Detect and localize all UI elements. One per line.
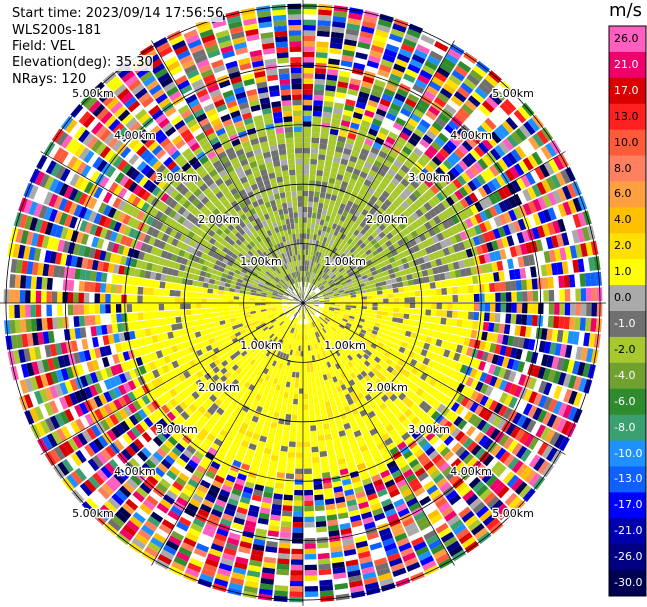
colorbar-tick-label: -10.0: [614, 446, 643, 460]
range-label-3-315: 3.00km: [156, 171, 198, 184]
colorbar-tick-label: -26.0: [614, 550, 643, 564]
colorbar-swatch-12: [609, 336, 646, 364]
colorbar-tick-label: 1.0: [614, 265, 632, 279]
colorbar-tick-label: -1.0: [614, 316, 636, 330]
spoke-120: [302, 302, 566, 455]
instrument-label: WLS200s-181: [12, 23, 102, 39]
colorbar-tick-label: 0.0: [614, 291, 632, 305]
range-label-3-135: 3.00km: [408, 423, 450, 436]
colorbar-swatch-20: [609, 544, 646, 571]
colorbar-tick-label: 2.0: [614, 239, 632, 253]
range-label-1-45: 1.00km: [324, 255, 366, 268]
spoke-150: [302, 302, 455, 566]
range-label-4-45: 4.00km: [450, 129, 492, 142]
range-label-5-225: 5.00km: [72, 507, 114, 520]
spoke-30: [302, 40, 455, 304]
colorbar-swatch-14: [609, 388, 646, 416]
colorbar-swatch-4: [609, 129, 646, 157]
range-label-2-45: 2.00km: [366, 213, 408, 226]
colorbar-tick-label: -2.0: [614, 342, 636, 356]
range-label-3-225: 3.00km: [156, 423, 198, 436]
range-label-5-135: 5.00km: [492, 507, 534, 520]
colorbar-swatch-1: [609, 51, 646, 79]
colorbar-tick-label: 10.0: [614, 135, 639, 149]
range-label-4-225: 4.00km: [114, 465, 156, 478]
colorbar-swatch-17: [609, 466, 646, 493]
colorbar-tick-label: -17.0: [614, 498, 643, 512]
colorbar-tick-label: 17.0: [614, 83, 639, 97]
spoke-240: [40, 302, 304, 455]
colorbar-swatch-5: [609, 155, 646, 182]
colorbar-swatch-9: [609, 259, 646, 286]
spoke-330: [151, 40, 304, 304]
colorbar-swatch-2: [609, 77, 646, 105]
range-label-2-135: 2.00km: [366, 381, 408, 394]
colorbar-swatch-8: [609, 233, 646, 260]
elevation-label: Elevation(deg): 35.30: [12, 55, 153, 71]
range-label-1-315: 1.00km: [240, 255, 282, 268]
nrays-label: NRays: 120: [12, 72, 87, 88]
colorbar-swatch-13: [609, 362, 646, 390]
range-label-1-225: 1.00km: [240, 339, 282, 352]
range-label-2-315: 2.00km: [198, 213, 240, 226]
colorbar-swatch-18: [609, 492, 646, 519]
colorbar-tick-label: -13.0: [614, 472, 643, 486]
colorbar-frame: [608, 25, 647, 597]
colorbar-tick-label: 21.0: [614, 57, 639, 71]
field-label: Field: VEL: [12, 39, 75, 55]
colorbar-swatch-7: [609, 207, 646, 234]
spoke-210: [151, 302, 304, 566]
colorbar-tick-label: -21.0: [614, 524, 643, 538]
range-label-1-135: 1.00km: [324, 339, 366, 352]
range-label-3-45: 3.00km: [408, 171, 450, 184]
velocity-gates: [3, 3, 603, 603]
colorbar-tick-label: 13.0: [614, 109, 639, 123]
colorbar-tick-label: 4.0: [614, 213, 632, 227]
colorbar-swatch-21: [609, 570, 646, 597]
spoke-60: [302, 151, 566, 304]
range-label-2-225: 2.00km: [198, 381, 240, 394]
colorbar-swatch-3: [609, 103, 646, 131]
colorbar-tick-label: 26.0: [614, 31, 639, 45]
range-label-4-315: 4.00km: [114, 129, 156, 142]
start-time-label: Start time: 2023/09/14 17:56:56: [12, 6, 224, 22]
spoke-300: [40, 151, 304, 304]
colorbar-tick-label: -6.0: [614, 394, 636, 408]
colorbar-swatch-16: [609, 440, 646, 467]
colorbar-swatch-6: [609, 181, 646, 208]
colorbar-swatch-10: [609, 285, 646, 312]
colorbar-tick-label: 6.0: [614, 187, 632, 201]
colorbar-tick-label: -8.0: [614, 420, 636, 434]
range-label-4-135: 4.00km: [450, 465, 492, 478]
range-label-5-315: 5.00km: [72, 87, 114, 100]
colorbar-tick-label: 8.0: [614, 161, 632, 175]
colorbar-unit-label: m/s: [609, 0, 642, 21]
colorbar-swatch-15: [609, 414, 646, 442]
colorbar-swatch-11: [609, 311, 646, 338]
colorbar-swatch-19: [609, 518, 646, 545]
range-label-5-45: 5.00km: [492, 87, 534, 100]
colorbar-swatch-0: [609, 26, 646, 53]
colorbar-tick-label: -4.0: [614, 368, 636, 382]
colorbar-tick-label: -30.0: [614, 576, 643, 590]
